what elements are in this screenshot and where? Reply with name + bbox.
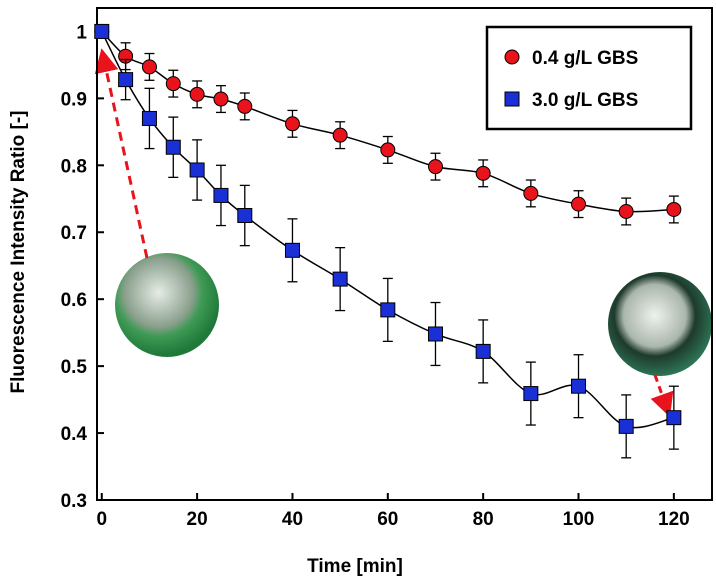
particle-image: [608, 272, 712, 376]
point: [284, 116, 300, 132]
point: [141, 110, 157, 126]
y-tick-label: 0.3: [61, 491, 87, 512]
point: [213, 91, 229, 107]
point: [165, 139, 181, 155]
y-tick-label: 0.4: [61, 424, 88, 445]
y-tick-label: 0.6: [61, 290, 87, 311]
point: [427, 326, 443, 342]
arrow: [94, 48, 149, 259]
x-axis-label: Time [min]: [307, 556, 403, 577]
point: [332, 271, 348, 287]
y-tick-label: 1: [76, 22, 87, 43]
point: [237, 98, 253, 114]
x-tick-label: 120: [658, 509, 690, 530]
point: [571, 378, 587, 394]
point: [523, 386, 539, 402]
trend-line: [101, 30, 674, 213]
point: [571, 196, 587, 212]
point: [189, 162, 205, 178]
y-tick-label: 0.8: [61, 156, 87, 177]
y-tick-label: 0.5: [61, 357, 88, 378]
point: [141, 59, 157, 75]
point: [94, 23, 110, 39]
y-tick-label: 0.9: [61, 89, 87, 110]
point: [475, 165, 491, 181]
point: [523, 185, 539, 201]
point: [118, 72, 134, 88]
decor: [94, 48, 712, 418]
legend-label: 0.4 g/L GBS: [532, 48, 638, 69]
arrow: [650, 374, 674, 418]
point: [380, 302, 396, 318]
point: [213, 187, 229, 203]
x-tick-label: 0: [96, 509, 107, 530]
y-tick-label: 0.7: [61, 223, 87, 244]
legend-marker: [504, 91, 520, 107]
legend-box: [485, 25, 693, 131]
particle-image: [115, 253, 219, 357]
point: [427, 159, 443, 175]
x-tick-label: 20: [187, 509, 208, 530]
trend-line: [101, 31, 675, 429]
x-tick-label: 60: [377, 509, 398, 530]
point: [666, 201, 682, 217]
point: [284, 242, 300, 258]
plot-frame: [96, 7, 713, 501]
point: [666, 410, 682, 426]
point: [165, 76, 181, 92]
point: [380, 142, 396, 158]
x-tick-label: 40: [282, 509, 303, 530]
point: [618, 418, 634, 434]
x-tick-label: 100: [563, 509, 595, 530]
legend-label: 3.0 g/L GBS: [532, 90, 638, 111]
legend-marker: [504, 49, 520, 65]
point: [618, 203, 634, 219]
y-axis-label: Fluorescence Intensity Ratio [-]: [8, 111, 29, 394]
point: [332, 127, 348, 143]
point: [189, 86, 205, 102]
x-tick-label: 80: [473, 509, 494, 530]
point: [237, 208, 253, 224]
point: [475, 343, 491, 359]
